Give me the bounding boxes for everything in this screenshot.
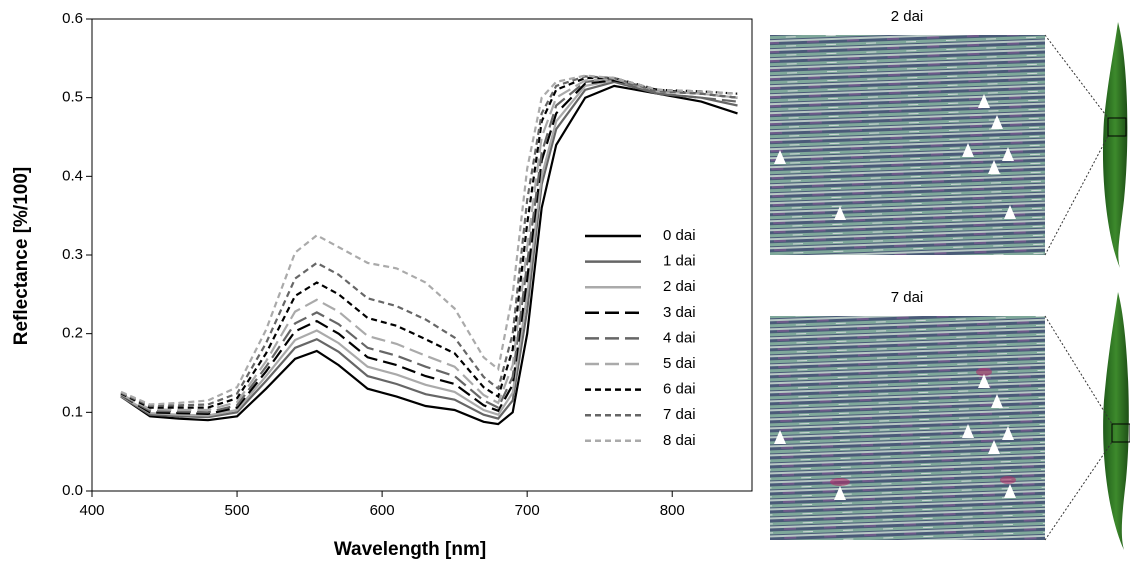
legend-label: 2 dai xyxy=(663,278,696,295)
series-line xyxy=(120,80,738,420)
series-line xyxy=(120,77,738,414)
leaf xyxy=(1102,22,1128,268)
series-line xyxy=(120,79,738,417)
zoom-line xyxy=(1044,441,1113,541)
series-line xyxy=(120,75,738,408)
legend-label: 6 dai xyxy=(663,381,696,398)
leaf-image xyxy=(770,316,1045,540)
series-line xyxy=(120,74,738,406)
markers xyxy=(774,94,1016,220)
panel-title: 2 dai xyxy=(891,8,924,25)
y-tick-label: 0.0 xyxy=(62,482,83,499)
y-tick-label: 0.3 xyxy=(62,246,83,263)
chart: Wavelength [nm] Reflectance [%/100] 0.0 0… xyxy=(11,10,753,560)
legend-label: 8 dai xyxy=(663,432,696,449)
panel-title: 7 dai xyxy=(891,289,924,306)
legend-label: 0 dai xyxy=(663,227,696,244)
legend-label: 4 dai xyxy=(663,329,696,346)
zoom-box xyxy=(1111,423,1130,443)
markers xyxy=(774,374,1016,500)
y-tick-label: 0.2 xyxy=(62,325,83,342)
series-line xyxy=(120,84,738,426)
y-tick-label: 0.4 xyxy=(62,167,83,184)
y-tick-label: 0.5 xyxy=(62,89,83,106)
lesions xyxy=(830,368,1016,486)
x-tick-label: 500 xyxy=(225,502,250,519)
x-axis-title: Wavelength [nm] xyxy=(334,539,486,560)
y-tick-label: 0.1 xyxy=(62,403,83,420)
legend-label: 1 dai xyxy=(663,253,696,270)
series-line xyxy=(120,77,738,412)
zoom-box xyxy=(1107,117,1127,137)
panel-2dai: 2 dai xyxy=(770,8,1128,268)
zoom-line xyxy=(1044,135,1109,256)
zoom-line xyxy=(1044,34,1109,119)
series-line xyxy=(120,79,738,416)
panel-7dai: 7 dai xyxy=(770,289,1130,550)
x-tick-label: 600 xyxy=(370,502,395,519)
x-tick-label: 800 xyxy=(660,502,685,519)
x-tick-label: 700 xyxy=(515,502,540,519)
legend-label: 5 dai xyxy=(663,355,696,372)
leaf-image xyxy=(770,35,1045,255)
leaf xyxy=(1103,292,1129,550)
series-line xyxy=(120,76,738,409)
legend-label: 7 dai xyxy=(663,406,696,423)
y-axis-title: Reflectance [%/100] xyxy=(11,167,32,345)
x-tick-label: 400 xyxy=(79,502,104,519)
y-tick-label: 0.6 xyxy=(62,10,83,27)
legend-label: 3 dai xyxy=(663,304,696,321)
zoom-line xyxy=(1044,315,1113,425)
